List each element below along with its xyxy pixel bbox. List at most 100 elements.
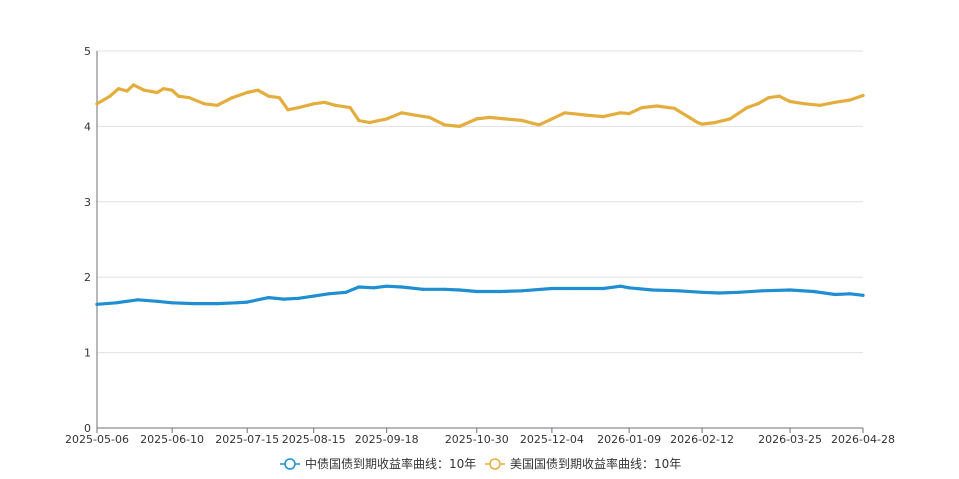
data-point bbox=[696, 121, 700, 125]
data-point bbox=[475, 117, 479, 121]
data-point bbox=[861, 293, 865, 297]
data-point bbox=[322, 100, 326, 104]
data-point bbox=[655, 104, 659, 108]
data-point bbox=[520, 289, 524, 293]
data-point bbox=[256, 88, 260, 92]
data-point bbox=[584, 113, 588, 117]
x-tick-label: 2026-03-25 bbox=[758, 433, 822, 446]
data-point bbox=[687, 115, 691, 119]
data-point bbox=[488, 115, 492, 119]
x-tick-label: 2026-04-28 bbox=[831, 433, 895, 446]
data-point bbox=[737, 290, 741, 294]
data-point bbox=[348, 106, 352, 110]
data-point bbox=[672, 106, 676, 110]
data-point bbox=[116, 87, 121, 91]
data-point bbox=[357, 118, 361, 122]
data-point bbox=[550, 286, 554, 291]
data-point bbox=[344, 290, 348, 294]
data-point bbox=[413, 113, 417, 117]
data-point bbox=[400, 111, 404, 115]
data-point bbox=[767, 96, 771, 100]
data-point bbox=[520, 118, 524, 122]
data-point bbox=[215, 302, 219, 306]
data-point bbox=[848, 292, 852, 296]
data-point bbox=[155, 90, 159, 95]
legend-item-0[interactable]: 中债国债到期收益率曲线：10年 bbox=[280, 456, 476, 471]
y-tick-label: 3 bbox=[84, 196, 91, 209]
x-tick-label: 2025-05-06 bbox=[65, 433, 129, 446]
data-point bbox=[573, 286, 578, 291]
legend-label: 中债国债到期收益率曲线：10年 bbox=[305, 456, 476, 471]
x-tick-label: 2025-08-15 bbox=[282, 433, 346, 446]
data-point bbox=[618, 111, 623, 115]
data-point bbox=[421, 287, 425, 291]
data-point bbox=[108, 94, 112, 98]
data-point bbox=[717, 291, 721, 295]
data-point bbox=[803, 102, 807, 106]
legend-item-1[interactable]: 美国国债到期收益率曲线：10年 bbox=[485, 456, 681, 471]
data-point bbox=[136, 298, 140, 302]
legend[interactable]: 中债国债到期收益率曲线：10年 美国国债到期收益率曲线：10年 bbox=[280, 456, 681, 471]
y-tick-label: 0 bbox=[84, 422, 91, 435]
data-point bbox=[745, 106, 749, 110]
data-point bbox=[833, 100, 837, 104]
data-point bbox=[728, 117, 732, 121]
data-point bbox=[170, 88, 174, 92]
data-point bbox=[428, 115, 432, 119]
x-tick-label: 2025-12-04 bbox=[520, 433, 584, 446]
data-point bbox=[700, 290, 704, 294]
data-point bbox=[503, 117, 507, 121]
series-lines bbox=[95, 83, 865, 306]
data-point bbox=[760, 289, 764, 293]
data-point bbox=[618, 284, 623, 288]
grid-lines bbox=[97, 50, 863, 354]
data-point bbox=[627, 112, 631, 116]
data-point bbox=[676, 289, 681, 293]
data-point bbox=[170, 301, 174, 305]
data-point bbox=[277, 96, 281, 100]
data-point bbox=[812, 289, 816, 294]
data-point bbox=[700, 122, 704, 126]
series-line-0 bbox=[95, 284, 865, 306]
data-point bbox=[601, 286, 606, 291]
data-point bbox=[215, 103, 219, 107]
data-point bbox=[297, 296, 301, 300]
data-point bbox=[443, 287, 447, 291]
data-point bbox=[155, 299, 159, 303]
data-point bbox=[95, 302, 99, 306]
data-point bbox=[861, 93, 865, 98]
data-point bbox=[537, 123, 541, 127]
data-point bbox=[550, 117, 554, 121]
data-point bbox=[312, 102, 316, 106]
data-point bbox=[192, 302, 196, 306]
data-point bbox=[245, 300, 249, 304]
data-point bbox=[833, 292, 837, 297]
data-point bbox=[267, 296, 271, 300]
data-point bbox=[333, 103, 337, 107]
data-point bbox=[230, 96, 234, 100]
data-point bbox=[245, 90, 249, 95]
series-line-1 bbox=[95, 83, 865, 128]
data-point bbox=[357, 285, 361, 289]
data-point bbox=[777, 94, 781, 98]
legend-circle-icon bbox=[489, 458, 501, 470]
data-point bbox=[161, 87, 166, 91]
data-point bbox=[563, 111, 567, 115]
data-point bbox=[458, 124, 462, 128]
x-tick-label: 2026-01-09 bbox=[597, 433, 661, 446]
y-tick-label: 4 bbox=[84, 120, 91, 133]
data-point bbox=[713, 121, 717, 125]
data-point bbox=[202, 102, 206, 106]
data-point bbox=[131, 83, 136, 87]
data-point bbox=[458, 288, 462, 292]
data-point bbox=[297, 106, 301, 110]
data-point bbox=[95, 102, 99, 106]
data-point bbox=[651, 288, 655, 292]
data-point bbox=[756, 102, 760, 106]
data-point bbox=[601, 115, 606, 119]
y-tick-label: 2 bbox=[84, 271, 91, 284]
data-point bbox=[385, 284, 389, 288]
data-point bbox=[788, 99, 792, 104]
